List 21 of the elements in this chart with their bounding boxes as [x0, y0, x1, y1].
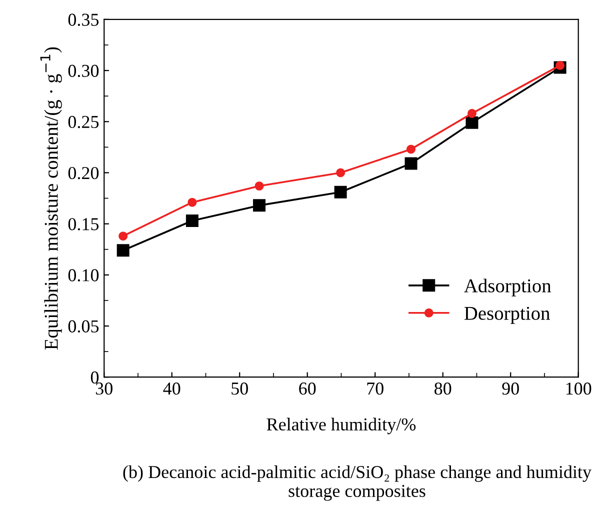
y-tick-label: 0.15: [68, 218, 99, 230]
y-tick-label: 0.10: [68, 269, 99, 282]
y-tick-label: 0.30: [68, 64, 99, 78]
x-tick-label: 70: [367, 382, 384, 395]
x-tick-label: 50: [232, 382, 248, 395]
x-tick-label: 80: [434, 382, 452, 395]
x-tick-label: 60: [299, 382, 316, 395]
legend-label: Adsorption: [464, 278, 552, 296]
text: (b) Decanoic acid-palmitic acid/SiO₂ phase change and humidity storage composites: [123, 465, 592, 501]
y-tick-label: 0.05: [68, 320, 99, 333]
y-tick-label: 0.35: [68, 14, 99, 26]
x-tick-label: 100: [566, 382, 592, 395]
x-tick-label: 90: [502, 382, 519, 395]
x-axis-title: Relative humidity/%: [266, 418, 416, 434]
y-tick-label: 0.20: [68, 166, 99, 180]
y-tick-label: 0.25: [68, 116, 99, 128]
y-tick-label: 0: [90, 371, 99, 384]
legend-label: Desorption: [464, 306, 550, 324]
x-tick-label: 40: [163, 382, 180, 395]
x-tick-label: 30: [96, 382, 112, 395]
y-axis-title: Equilibrium moisture content/(g · g$^{−1}$): [40, 47, 62, 350]
